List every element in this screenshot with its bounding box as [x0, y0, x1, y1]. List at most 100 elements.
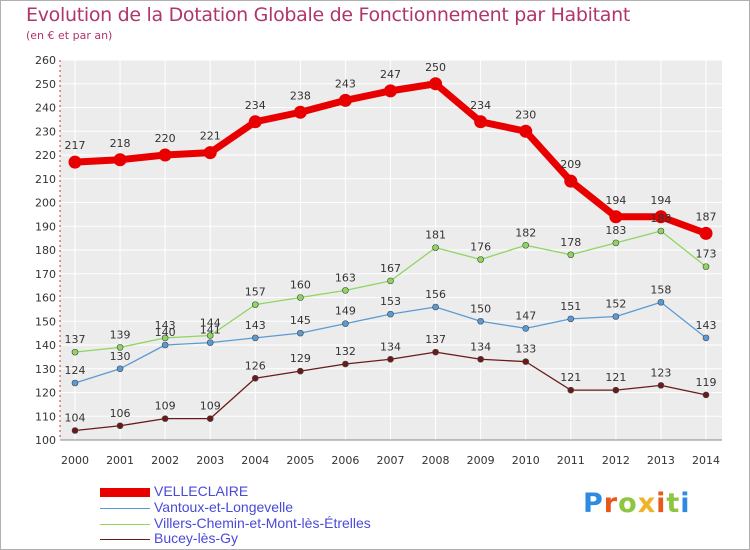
data-label: 149	[335, 305, 356, 318]
y-tick-label: 260	[35, 54, 56, 67]
legend-label: Vantoux-et-Longevelle	[154, 499, 294, 515]
logo-letter: t	[666, 488, 681, 519]
data-point	[564, 174, 578, 188]
logo-letter: o	[618, 488, 638, 519]
data-point	[297, 294, 304, 301]
data-label: 188	[650, 212, 671, 225]
data-label: 194	[650, 194, 671, 207]
data-point	[612, 313, 620, 320]
chart-subtitle: (en € et par an)	[26, 29, 113, 42]
data-label: 163	[335, 271, 356, 284]
y-tick-label: 250	[35, 78, 56, 91]
x-tick-label: 2013	[647, 454, 675, 467]
data-label: 151	[560, 300, 581, 313]
data-point	[158, 148, 172, 162]
data-point	[113, 153, 127, 167]
data-label: 234	[245, 99, 266, 112]
y-tick-label: 100	[35, 434, 56, 447]
data-label: 158	[650, 283, 671, 296]
y-tick-label: 210	[35, 173, 56, 186]
y-tick-label: 120	[35, 387, 56, 400]
data-point	[522, 325, 530, 332]
data-point	[342, 360, 349, 368]
y-tick-label: 140	[35, 339, 56, 352]
data-label: 217	[65, 139, 86, 152]
data-label: 178	[560, 236, 581, 249]
data-point	[161, 415, 169, 422]
data-point	[206, 415, 214, 422]
data-label: 221	[200, 130, 221, 143]
legend-label: Villers-Chemin-et-Mont-lès-Étrelles	[154, 515, 371, 531]
y-tick-label: 110	[35, 410, 56, 423]
data-point	[519, 124, 533, 138]
data-label: 144	[200, 317, 221, 330]
data-point	[297, 367, 304, 375]
data-label: 234	[470, 99, 491, 112]
x-tick-label: 2008	[422, 454, 450, 467]
x-tick-label: 2005	[286, 454, 314, 467]
data-point	[702, 334, 710, 342]
data-label: 137	[65, 333, 86, 346]
x-tick-label: 2000	[61, 454, 89, 467]
data-label: 139	[110, 328, 131, 341]
data-point	[474, 115, 488, 129]
proxiti-logo: Proxiti	[583, 488, 691, 519]
data-point	[657, 227, 665, 235]
data-point	[702, 263, 710, 270]
data-point	[68, 155, 82, 169]
data-label: 134	[470, 340, 491, 353]
data-label: 119	[696, 376, 717, 389]
legend-swatch-velleclaire	[100, 488, 150, 497]
data-label: 250	[425, 61, 446, 74]
data-point	[71, 379, 79, 387]
data-point	[116, 344, 124, 351]
x-tick-label: 2012	[602, 454, 630, 467]
y-tick-label: 150	[35, 315, 56, 328]
data-point	[161, 341, 169, 349]
data-label: 181	[425, 229, 446, 242]
data-point	[387, 310, 394, 318]
data-point	[522, 358, 530, 365]
data-label: 140	[155, 326, 176, 339]
data-label: 143	[155, 319, 176, 332]
data-point	[432, 303, 439, 311]
data-point	[116, 365, 124, 373]
data-point	[654, 210, 668, 224]
data-point	[203, 146, 217, 160]
data-label: 238	[290, 89, 311, 102]
data-point	[293, 105, 307, 119]
data-point	[477, 317, 484, 325]
data-label: 176	[470, 241, 491, 254]
data-label: 121	[560, 371, 581, 384]
data-label: 132	[335, 345, 356, 358]
data-point	[429, 77, 443, 91]
data-point	[297, 329, 304, 337]
data-label: 157	[245, 286, 266, 299]
data-point	[567, 251, 575, 259]
logo-letter: P	[583, 488, 604, 519]
y-tick-label: 130	[35, 363, 56, 376]
x-tick-label: 2007	[377, 454, 405, 467]
data-label: 141	[200, 324, 221, 337]
data-point	[432, 244, 439, 251]
data-label: 126	[245, 359, 266, 372]
data-point	[699, 226, 713, 240]
data-label: 123	[650, 366, 671, 379]
data-label: 124	[65, 364, 86, 377]
data-point	[477, 256, 484, 263]
data-point	[161, 334, 169, 342]
data-point	[71, 427, 79, 434]
data-point	[609, 210, 623, 224]
legend-swatch-bucey	[100, 539, 150, 540]
logo-letter: r	[603, 488, 619, 519]
data-label: 143	[696, 319, 717, 332]
data-label: 182	[515, 226, 536, 239]
x-tick-label: 2003	[196, 454, 224, 467]
data-label: 143	[245, 319, 266, 332]
data-label: 145	[290, 314, 311, 327]
x-tick-label: 2011	[557, 454, 585, 467]
data-label: 137	[425, 333, 446, 346]
data-label: 160	[290, 279, 311, 292]
y-tick-label: 200	[35, 197, 56, 210]
